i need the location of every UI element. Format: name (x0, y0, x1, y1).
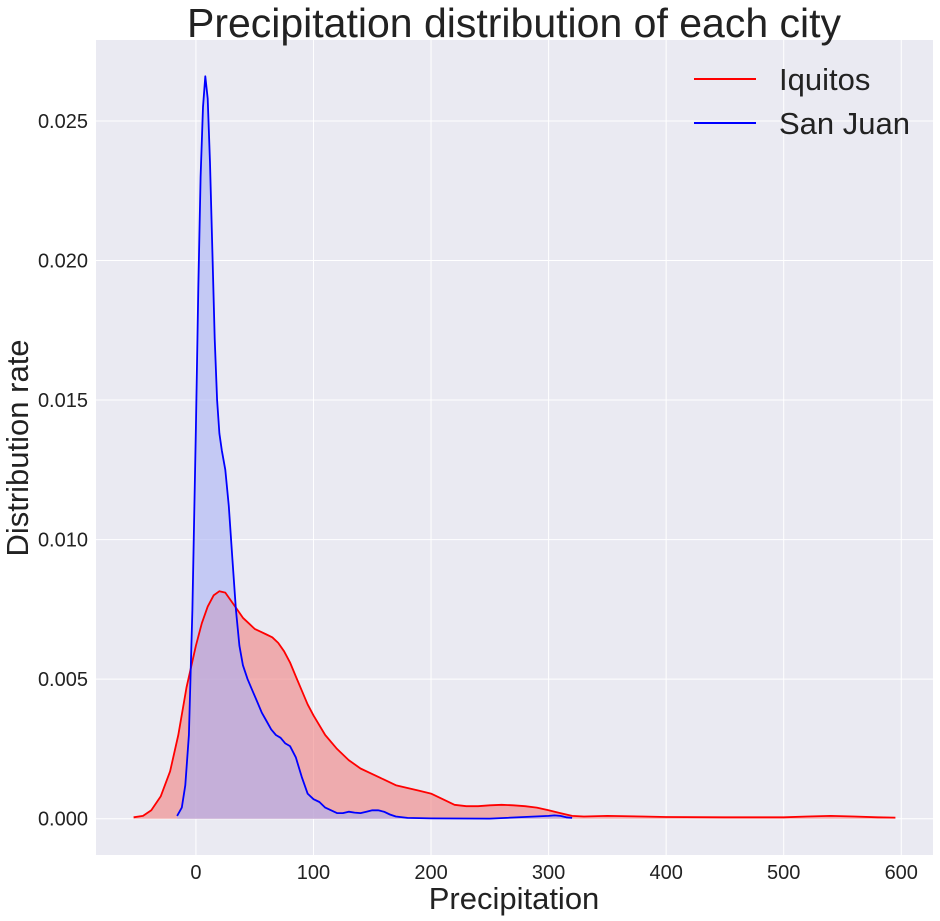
y-tick-label: 0.020 (38, 250, 88, 272)
y-tick-label: 0.000 (38, 809, 88, 831)
x-tick-label: 200 (414, 862, 447, 884)
line-iquitos (133, 590, 896, 819)
x-tick-label: 500 (767, 862, 800, 884)
x-tick-label: 0 (190, 862, 201, 884)
series-lines (133, 75, 896, 820)
x-axis-ticks: 0 100 200 300 400 500 600 (190, 862, 918, 884)
y-tick-label: 0.015 (38, 390, 88, 412)
chart-title: Precipitation distribution of each city (187, 0, 842, 46)
x-tick-label: 100 (297, 862, 330, 884)
y-tick-label: 0.005 (38, 669, 88, 691)
y-axis-label: Distribution rate (0, 339, 35, 556)
x-tick-label: 400 (649, 862, 682, 884)
y-tick-label: 0.010 (38, 530, 88, 552)
line-san-juan (176, 75, 573, 820)
legend: Iquitos San Juan (694, 62, 910, 141)
legend-label-san-juan: San Juan (779, 106, 910, 141)
y-tick-label: 0.025 (38, 111, 88, 133)
series-fills (133, 76, 896, 819)
x-tick-label: 600 (885, 862, 918, 884)
x-axis-label: Precipitation (429, 881, 600, 916)
area-san-juan (177, 76, 573, 819)
area-iquitos (133, 591, 896, 819)
legend-label-iquitos: Iquitos (779, 62, 870, 97)
x-tick-label: 300 (532, 862, 565, 884)
y-axis-ticks: 0.000 0.005 0.010 0.015 0.020 0.025 (38, 111, 88, 831)
